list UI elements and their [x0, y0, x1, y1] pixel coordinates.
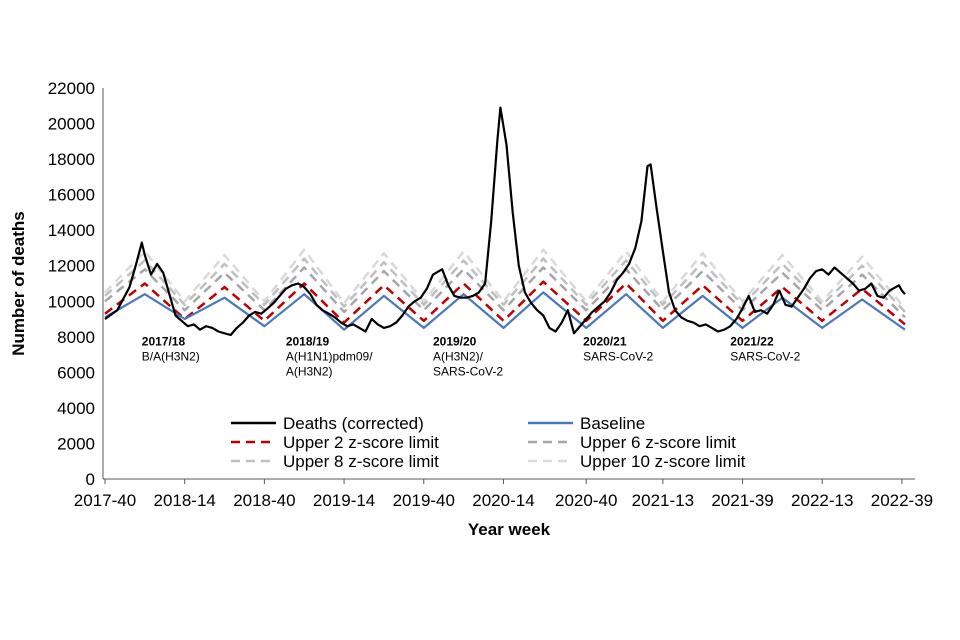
- season-annotations: 2017/18B/A(H3N2) 2018/19A(H1N1)pdm09/A(H3…: [142, 334, 801, 378]
- y-tick-label: 12000: [48, 257, 95, 276]
- axes-layer: [102, 88, 915, 480]
- y-tick-label: 0: [86, 470, 95, 489]
- legend: Deaths (corrected) Baseline Upper 2 z-scor…: [231, 414, 746, 471]
- y-tick-label: 22000: [48, 79, 95, 98]
- x-tick-label: 2020-40: [555, 491, 617, 510]
- season-label: 2019/20: [433, 334, 477, 348]
- virus-label: SARS-CoV-2: [730, 349, 800, 363]
- x-tick-label: 2020-14: [472, 491, 534, 510]
- x-tick-labels: 2017-40 2018-14 2018-40 2019-14 2019-40 2020-…: [74, 479, 933, 510]
- y-tick-label: 6000: [57, 363, 95, 382]
- legend-label: Upper 8 z-score limit: [283, 452, 439, 471]
- legend-label: Baseline: [580, 414, 645, 433]
- series-line-baseline: [104, 291, 906, 331]
- virus-label: A(H1N1)pdm09/: [286, 349, 373, 363]
- y-tick-label: 2000: [57, 434, 95, 453]
- x-tick-label: 2022-13: [791, 491, 853, 510]
- legend-label: Upper 6 z-score limit: [580, 433, 736, 452]
- x-axis-title: Year week: [468, 520, 551, 539]
- series-line-upper-2-z-score-limit: [104, 280, 906, 326]
- x-tick-label: 2019-40: [393, 491, 455, 510]
- series-line-upper-10-z-score-limit: [104, 248, 906, 310]
- virus-label: A(H3N2): [286, 364, 333, 378]
- series-line-upper-6-z-score-limit: [104, 266, 906, 319]
- y-tick-label: 14000: [48, 221, 95, 240]
- legend-label: Upper 2 z-score limit: [283, 433, 439, 452]
- virus-label: A(H3N2)/: [433, 349, 484, 363]
- virus-label: B/A(H3N2): [142, 349, 200, 363]
- y-tick-label: 10000: [48, 292, 95, 311]
- y-axis-title: Number of deaths: [9, 211, 28, 356]
- season-label: 2021/22: [730, 334, 774, 348]
- x-tick-label: 2022-39: [871, 491, 933, 510]
- x-tick-label: 2019-14: [313, 491, 375, 510]
- season-label: 2020/21: [583, 334, 627, 348]
- series-layer: [104, 106, 906, 337]
- y-tick-label: 18000: [48, 150, 95, 169]
- y-tick-label: 20000: [48, 115, 95, 134]
- virus-label: SARS-CoV-2: [433, 364, 503, 378]
- season-label: 2018/19: [286, 334, 330, 348]
- series-line-deaths-corrected: [104, 106, 906, 337]
- y-tick-label: 8000: [57, 328, 95, 347]
- y-tick-label: 16000: [48, 186, 95, 205]
- virus-label: SARS-CoV-2: [583, 349, 653, 363]
- x-tick-label: 2018-40: [233, 491, 295, 510]
- series-line-upper-8-z-score-limit: [104, 257, 906, 313]
- y-tick-label: 4000: [57, 399, 95, 418]
- y-tick-labels: 0 2000 4000 6000 8000 10000 12000 14000 16000 180…: [48, 79, 95, 489]
- x-tick-label: 2021-13: [632, 491, 694, 510]
- legend-label: Deaths (corrected): [283, 414, 424, 433]
- x-tick-label: 2021-39: [711, 491, 773, 510]
- season-label: 2017/18: [142, 334, 186, 348]
- x-tick-label: 2017-40: [74, 491, 136, 510]
- x-tick-label: 2018-14: [153, 491, 215, 510]
- legend-label: Upper 10 z-score limit: [580, 452, 746, 471]
